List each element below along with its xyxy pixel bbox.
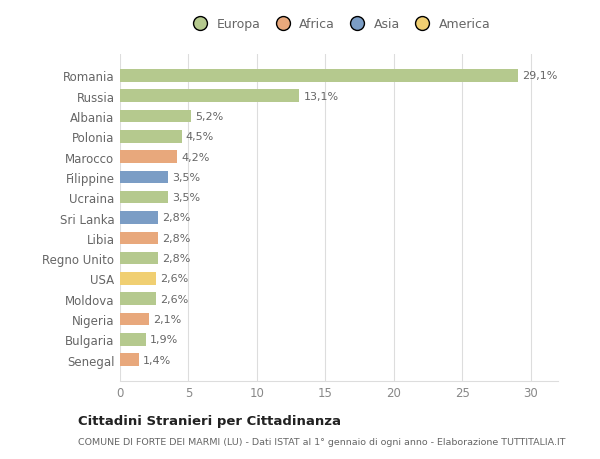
Text: 4,5%: 4,5%	[186, 132, 214, 142]
Text: 2,8%: 2,8%	[163, 213, 191, 223]
Text: 3,5%: 3,5%	[172, 173, 200, 183]
Bar	[120, 191, 168, 204]
Bar	[120, 252, 158, 265]
Text: 2,8%: 2,8%	[163, 233, 191, 243]
Text: 1,9%: 1,9%	[150, 335, 178, 345]
Text: 29,1%: 29,1%	[523, 71, 558, 81]
Bar	[120, 70, 518, 83]
Text: 5,2%: 5,2%	[195, 112, 224, 122]
Bar	[120, 333, 146, 346]
Bar	[120, 232, 158, 245]
Bar	[120, 151, 178, 163]
Bar	[120, 171, 168, 184]
Text: 2,1%: 2,1%	[153, 314, 181, 325]
Bar	[120, 90, 299, 103]
Text: 13,1%: 13,1%	[304, 91, 338, 101]
Bar	[120, 293, 155, 305]
Text: 2,6%: 2,6%	[160, 274, 188, 284]
Text: 2,6%: 2,6%	[160, 294, 188, 304]
Bar	[120, 212, 158, 224]
Text: 4,2%: 4,2%	[182, 152, 210, 162]
Text: 2,8%: 2,8%	[163, 253, 191, 263]
Legend: Europa, Africa, Asia, America: Europa, Africa, Asia, America	[185, 16, 493, 34]
Text: COMUNE DI FORTE DEI MARMI (LU) - Dati ISTAT al 1° gennaio di ogni anno - Elabora: COMUNE DI FORTE DEI MARMI (LU) - Dati IS…	[78, 437, 566, 446]
Bar	[120, 273, 155, 285]
Text: 3,5%: 3,5%	[172, 193, 200, 203]
Text: Cittadini Stranieri per Cittadinanza: Cittadini Stranieri per Cittadinanza	[78, 414, 341, 428]
Text: 1,4%: 1,4%	[143, 355, 172, 365]
Bar	[120, 313, 149, 325]
Bar	[120, 111, 191, 123]
Bar	[120, 131, 182, 143]
Bar	[120, 353, 139, 366]
